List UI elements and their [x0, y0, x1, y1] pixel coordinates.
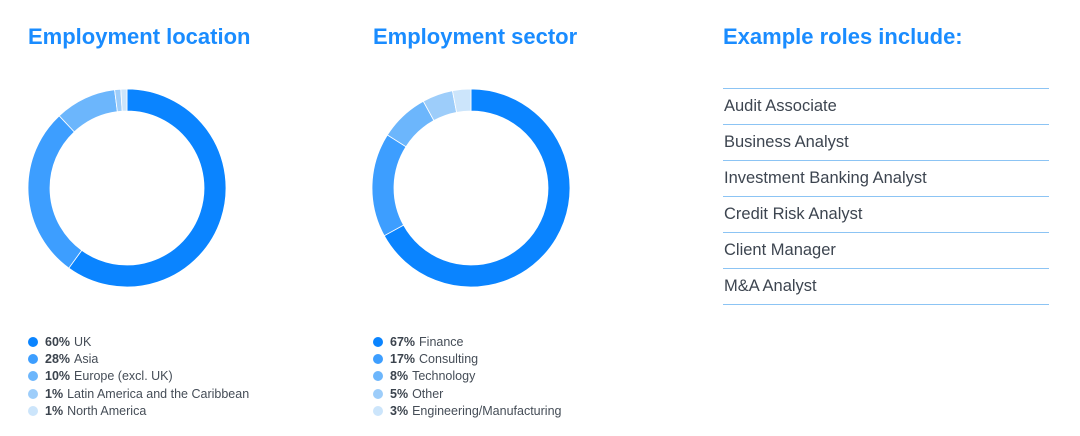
legend-dot	[28, 336, 38, 347]
legend-value: 8%	[390, 369, 409, 384]
legend-item: 1% North America	[28, 403, 249, 420]
legend-dot	[373, 354, 383, 365]
donut-slice-engineering-manufacturing	[451, 88, 472, 113]
legend-dot	[373, 406, 383, 417]
legend-value: 17%	[390, 352, 416, 367]
role-item: Client Manager	[723, 233, 1049, 269]
legend-value: 1%	[45, 404, 64, 419]
donut-slice-europe-excl-uk	[58, 89, 118, 133]
legend-dot	[373, 336, 383, 347]
legend-value: 1%	[45, 386, 64, 401]
legend-label: Engineering/Manufacturing	[412, 404, 562, 419]
employment-sector-donut	[371, 88, 571, 288]
legend-dot	[28, 371, 38, 382]
donut-slice-uk	[68, 88, 227, 288]
donut-slice-asia	[27, 115, 83, 269]
legend-label: Finance	[419, 334, 464, 349]
role-item: Credit Risk Analyst	[723, 197, 1049, 233]
legend-label: Europe (excl. UK)	[74, 369, 173, 384]
legend-value: 3%	[390, 404, 409, 419]
legend-item: 17% Consulting	[373, 350, 561, 367]
role-item: M&A Analyst	[723, 269, 1049, 305]
legend-value: 28%	[45, 352, 71, 367]
role-item: Business Analyst	[723, 125, 1049, 161]
donut-slice-north-america	[120, 88, 128, 112]
legend-value: 10%	[45, 369, 71, 384]
role-item: Audit Associate	[723, 89, 1049, 125]
legend-label: Other	[412, 386, 444, 401]
legend-dot	[28, 354, 38, 365]
example-roles-title: Example roles include:	[723, 24, 963, 49]
legend-dot	[373, 388, 383, 399]
legend-value: 67%	[390, 334, 416, 349]
donut-slice-consulting	[371, 134, 407, 237]
legend-label: Latin America and the Caribbean	[67, 386, 250, 401]
legend-item: 1% Latin America and the Caribbean	[28, 385, 249, 402]
legend-label: Technology	[412, 369, 476, 384]
legend-label: Asia	[74, 352, 99, 367]
legend-item: 67% Finance	[373, 333, 561, 350]
employment-location-legend: 60% UK 28% Asia 10% Europe (excl. UK) 1% Lat…	[28, 333, 249, 420]
employment-sector-legend: 67% Finance 17% Consulting 8% Technology 5%…	[373, 333, 561, 420]
legend-item: 60% UK	[28, 333, 249, 350]
employment-location-title: Employment location	[28, 24, 251, 49]
legend-dot	[373, 371, 383, 382]
employment-location-donut	[27, 88, 227, 288]
role-item: Investment Banking Analyst	[723, 161, 1049, 197]
legend-value: 60%	[45, 334, 71, 349]
example-roles-list: Audit Associate Business Analyst Investm…	[723, 88, 1049, 305]
legend-item: 5% Other	[373, 385, 561, 402]
legend-item: 3% Engineering/Manufacturing	[373, 403, 561, 420]
legend-dot	[28, 388, 38, 399]
legend-item: 28% Asia	[28, 350, 249, 367]
employment-sector-title: Employment sector	[373, 24, 578, 49]
donut-slice-finance	[383, 88, 571, 288]
legend-label: Consulting	[419, 352, 479, 367]
legend-value: 5%	[390, 386, 409, 401]
legend-dot	[28, 406, 38, 417]
legend-label: North America	[67, 404, 147, 419]
legend-item: 8% Technology	[373, 368, 561, 385]
legend-label: UK	[74, 334, 92, 349]
legend-item: 10% Europe (excl. UK)	[28, 368, 249, 385]
